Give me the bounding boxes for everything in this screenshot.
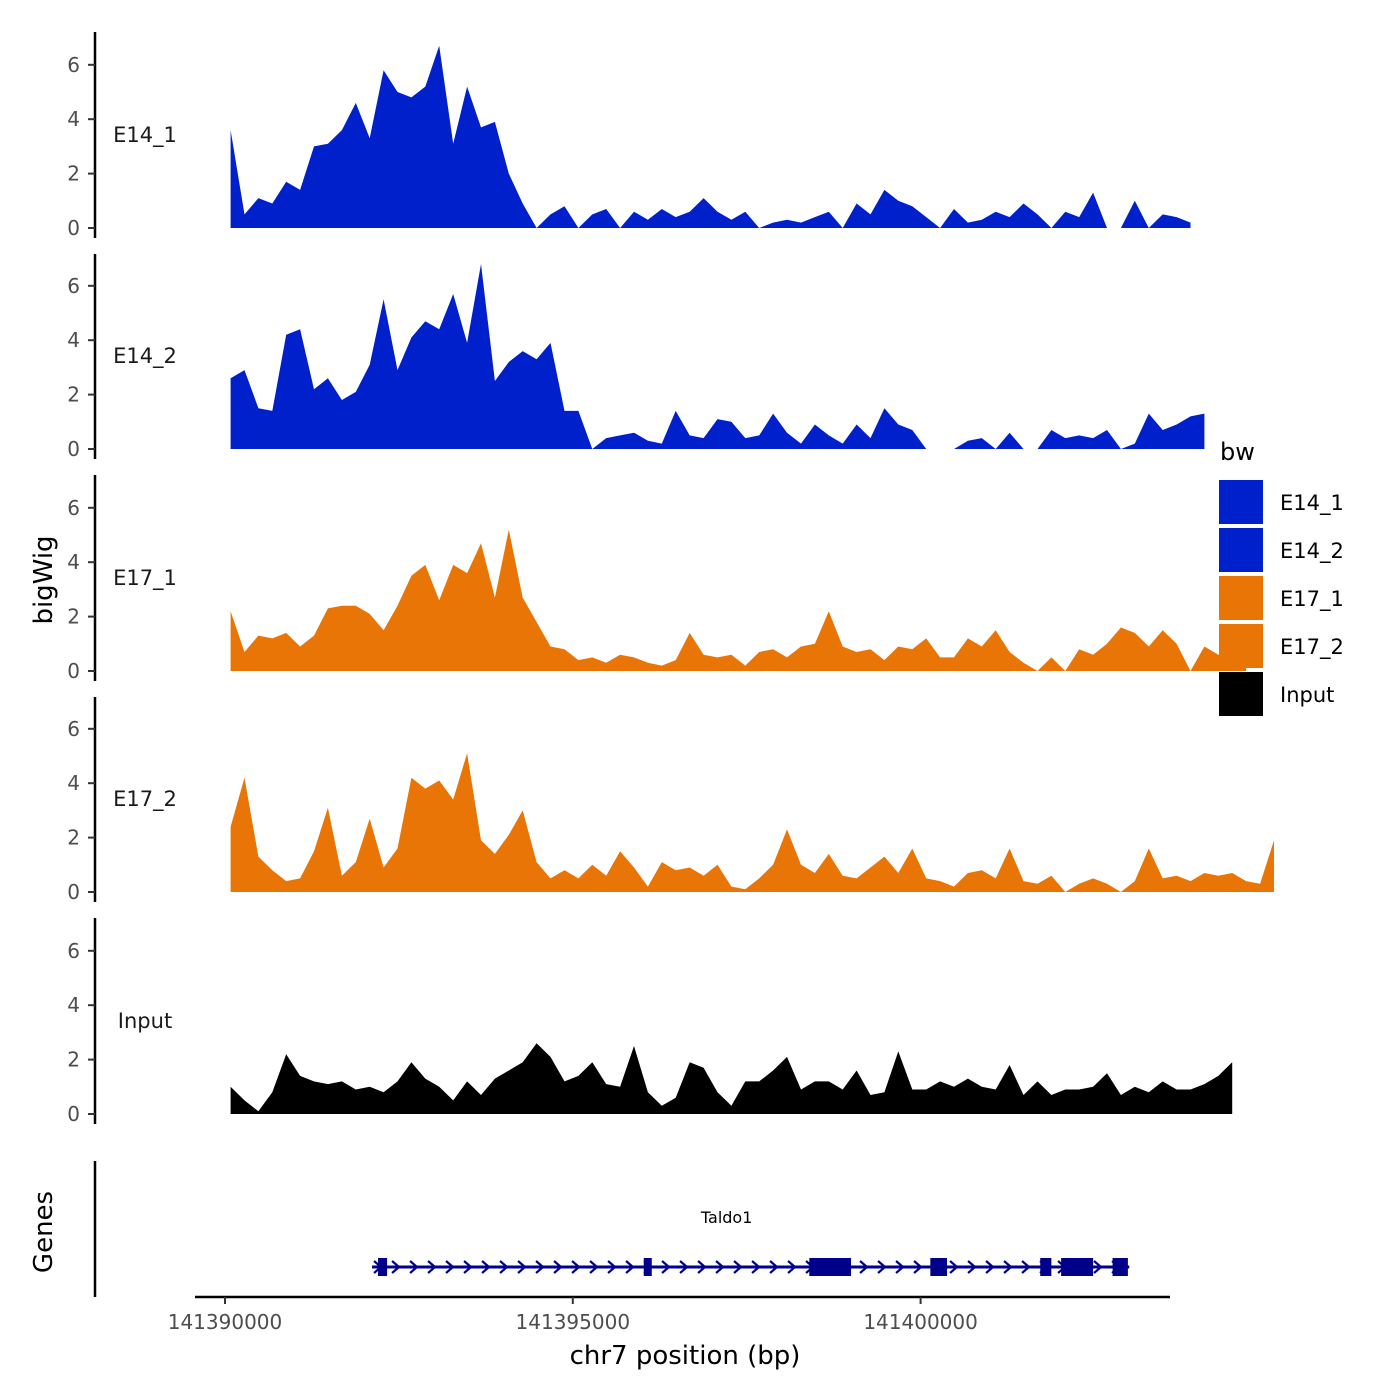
y-tick-label: 2 [67,826,80,850]
y-tick-label: 2 [67,1048,80,1072]
strand-arrow [571,1260,581,1274]
strand-arrow [697,1260,707,1274]
legend-swatch [1219,672,1263,716]
x-tick-label: 141390000 [168,1310,283,1334]
strand-arrow [733,1260,743,1274]
track-label: E14_1 [113,123,177,148]
strand-arrow [463,1260,473,1274]
strand-arrow [949,1260,959,1274]
x-axis-title: chr7 position (bp) [570,1341,801,1371]
y-tick-label: 2 [67,605,80,629]
y-tick-label: 4 [67,550,80,574]
strand-arrow [391,1260,401,1274]
area-e17-1 [230,529,1247,671]
x-tick-label: 141395000 [516,1310,631,1334]
strand-arrow [913,1260,923,1274]
strand-arrow [751,1260,761,1274]
x-tick-label: 141400000 [863,1310,978,1334]
strand-arrow [679,1260,689,1274]
track-e14-2: 0 2 4 6 E14_2 [67,254,1205,461]
track-label: E17_2 [113,787,177,812]
strand-arrow [1021,1260,1031,1274]
strand-arrow [481,1260,491,1274]
exon [378,1258,388,1276]
y-axis-title: bigWig [29,535,59,624]
legend-label: Input [1280,683,1334,707]
strand-arrow [661,1260,671,1274]
strand-arrow [895,1260,905,1274]
exon [1061,1258,1094,1276]
y-tick-label: 4 [67,107,80,131]
y-tick-label: 0 [67,880,80,904]
y-tick-label: 6 [67,53,80,77]
area-e14-1 [230,45,1191,228]
area-e17-2 [230,753,1275,892]
track-e17-2: 0 2 4 6 E17_2 [67,697,1275,904]
gene-name-label: Taldo1 [700,1208,753,1227]
strand-arrow [877,1260,887,1274]
y-tick-label: 4 [67,993,80,1017]
y-tick-label: 2 [67,383,80,407]
strand-arrow [787,1260,797,1274]
track-input: 0 2 4 6 Input [67,918,1233,1126]
strand-arrow [625,1260,635,1274]
gene-track: Taldo1 [93,1161,1130,1297]
legend-title: bw [1220,438,1255,466]
exon [643,1258,652,1276]
y-tick-label: 0 [67,659,80,683]
y-tick-label: 4 [67,771,80,795]
strand-arrow [553,1260,563,1274]
strand-arrow [967,1260,977,1274]
area-input [230,1043,1233,1114]
legend-swatch [1219,576,1263,620]
strand-arrow [1003,1260,1013,1274]
genes-axis-title: Genes [29,1191,59,1273]
strand-arrow [409,1260,419,1274]
track-label: E14_2 [113,344,177,369]
strand-arrow [769,1260,779,1274]
strand-arrow [985,1260,995,1274]
strand-arrow [715,1260,725,1274]
strand-arrow [589,1260,599,1274]
track-e14-1: 0 2 4 6 E14_1 [67,32,1191,240]
exon [1040,1258,1052,1276]
strand-arrow [607,1260,617,1274]
y-tick-label: 4 [67,328,80,352]
strand-arrow [517,1260,527,1274]
strand-arrow [427,1260,437,1274]
strand-arrow [499,1260,509,1274]
legend-swatch [1219,480,1263,524]
signal-tracks: 0 2 4 6 E14_1 0 2 4 6 E14_2 0 2 4 6 E17_1 0 2 4 6 E17_2 0 2 4 6… [67,32,1275,1126]
legend-swatch [1219,528,1263,572]
legend-label: E14_1 [1280,491,1344,516]
y-tick-label: 6 [67,939,80,963]
y-tick-label: 0 [67,216,80,240]
legend-label: E17_2 [1280,635,1344,660]
strand-arrow [1093,1260,1103,1274]
track-e17-1: 0 2 4 6 E17_1 [67,475,1247,683]
y-tick-label: 6 [67,717,80,741]
x-axis: 141390000 141395000 141400000 [168,1295,1170,1334]
y-tick-label: 2 [67,162,80,186]
exon [1112,1258,1128,1276]
legend-label: E17_1 [1280,587,1344,612]
legend-label: E14_2 [1280,539,1344,564]
y-tick-label: 6 [67,496,80,520]
y-tick-label: 6 [67,274,80,298]
strand-arrow [535,1260,545,1274]
legend-swatch [1219,624,1263,668]
y-tick-label: 0 [67,1102,80,1126]
y-tick-label: 0 [67,437,80,461]
strand-arrow [859,1260,869,1274]
track-label: Input [118,1009,172,1033]
exon [809,1258,852,1276]
area-e14-2 [230,264,1205,449]
strand-arrow [445,1260,455,1274]
exon [930,1258,948,1276]
legend: bw E14_1 E14_2 E17_1 E17_2 Input [1219,438,1344,716]
track-label: E17_1 [113,566,177,591]
